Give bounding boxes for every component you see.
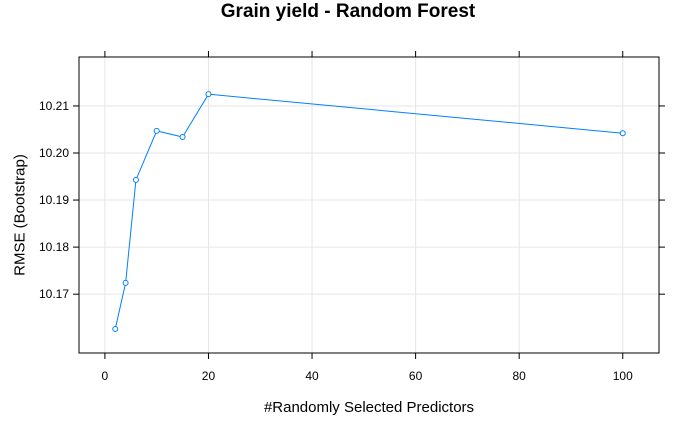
data-point xyxy=(179,134,186,140)
y-tick-label: 10.19 xyxy=(39,193,69,207)
y-tick-labels: 10.17 10.18 10.19 10.20 10.21 xyxy=(39,99,69,301)
x-tick-label: 100 xyxy=(613,369,633,383)
x-tick-label: 0 xyxy=(102,369,109,383)
x-tick-label: 60 xyxy=(409,369,423,383)
data-point xyxy=(619,130,626,137)
data-point xyxy=(112,326,119,332)
axis-ticks xyxy=(73,51,665,359)
data-point xyxy=(153,127,160,134)
chart-title: Grain yield - Random Forest xyxy=(220,1,476,22)
x-tick-label: 40 xyxy=(305,369,319,383)
y-tick-label: 10.21 xyxy=(39,99,69,113)
y-tick-label: 10.20 xyxy=(39,146,69,160)
x-axis-label: #Randomly Selected Predictors xyxy=(264,399,474,416)
grid-lines xyxy=(79,57,659,353)
x-tick-labels: 0 20 40 60 80 100 xyxy=(102,369,634,383)
y-axis-label: RMSE (Bootstrap) xyxy=(11,154,28,276)
data-point xyxy=(122,279,129,286)
plot-frame xyxy=(78,56,660,354)
data-points xyxy=(112,91,626,332)
x-tick-label: 80 xyxy=(512,369,526,383)
data-point xyxy=(132,176,139,183)
y-tick-label: 10.17 xyxy=(39,287,69,301)
data-point xyxy=(205,91,212,98)
x-tick-label: 20 xyxy=(202,369,216,383)
y-tick-label: 10.18 xyxy=(39,240,69,254)
